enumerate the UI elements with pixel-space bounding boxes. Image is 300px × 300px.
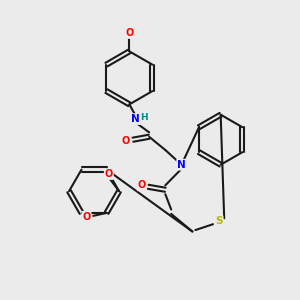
Text: N: N (131, 114, 140, 124)
Text: S: S (215, 216, 223, 226)
Text: N: N (177, 160, 186, 170)
Text: O: O (138, 180, 146, 190)
Text: O: O (105, 169, 113, 179)
Text: O: O (82, 212, 91, 222)
Text: O: O (122, 136, 130, 146)
Text: O: O (125, 28, 134, 38)
Text: H: H (140, 112, 148, 122)
